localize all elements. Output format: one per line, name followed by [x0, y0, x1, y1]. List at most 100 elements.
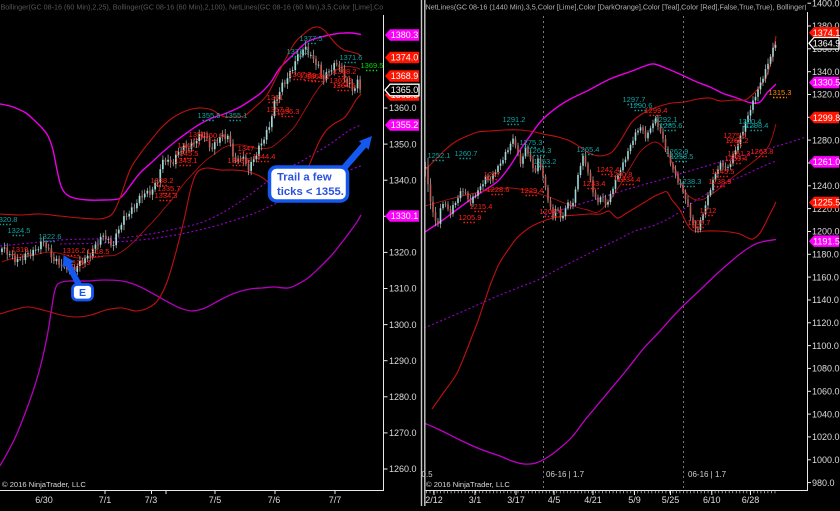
svg-text:1368.9: 1368.9 — [391, 71, 419, 81]
svg-text:6/28: 6/28 — [742, 495, 760, 505]
svg-text:6/30: 6/30 — [35, 495, 53, 505]
svg-text:7/7: 7/7 — [329, 495, 342, 505]
svg-text:5/9: 5/9 — [628, 495, 641, 505]
svg-text:1377.5: 1377.5 — [300, 34, 323, 43]
svg-text:1320.0: 1320.0 — [389, 248, 417, 258]
svg-text:7/6: 7/6 — [268, 495, 281, 505]
svg-text:3/1: 3/1 — [469, 495, 482, 505]
svg-text:1340.0: 1340.0 — [812, 67, 840, 77]
svg-text:1080.0: 1080.0 — [812, 364, 840, 374]
svg-text:1364.6: 1364.6 — [333, 81, 356, 90]
svg-text:1245.5: 1245.5 — [712, 167, 735, 176]
svg-text:1266.2: 1266.2 — [726, 136, 749, 145]
svg-text:1238.9: 1238.9 — [709, 177, 732, 186]
svg-text:1364.9: 1364.9 — [813, 38, 840, 48]
svg-text:06-16 | 1.7: 06-16 | 1.7 — [688, 470, 727, 479]
svg-text:1365.0: 1365.0 — [391, 85, 419, 95]
svg-text:1299.8: 1299.8 — [813, 113, 840, 123]
svg-text:1334.3: 1334.3 — [155, 191, 178, 200]
svg-text:1320.8: 1320.8 — [0, 215, 17, 224]
svg-text:7/1: 7/1 — [99, 495, 112, 505]
svg-text:1355.1: 1355.1 — [225, 111, 248, 120]
svg-text:1205.9: 1205.9 — [459, 213, 482, 222]
svg-text:1310.0: 1310.0 — [389, 284, 417, 294]
svg-text:1270.0: 1270.0 — [389, 428, 417, 438]
svg-text:06-16 | 1.7: 06-16 | 1.7 — [546, 470, 585, 479]
svg-text:7/3: 7/3 — [145, 495, 158, 505]
svg-text:1316.2: 1316.2 — [63, 246, 86, 255]
svg-text:6/10: 6/10 — [703, 495, 721, 505]
svg-text:1263.8: 1263.8 — [751, 147, 774, 156]
svg-text:1343.1: 1343.1 — [175, 156, 198, 165]
svg-text:1380.3: 1380.3 — [391, 30, 419, 40]
svg-text:1140.0: 1140.0 — [812, 295, 839, 305]
svg-text:1225.5: 1225.5 — [813, 198, 840, 208]
svg-text:1238.3: 1238.3 — [679, 177, 702, 186]
svg-text:1324.5: 1324.5 — [8, 226, 31, 235]
svg-text:1000.0: 1000.0 — [812, 455, 840, 465]
svg-text:1060.0: 1060.0 — [812, 387, 840, 397]
svg-text:1350.3: 1350.3 — [201, 131, 224, 140]
svg-text:1229.4: 1229.4 — [521, 186, 544, 195]
svg-text:1320.0: 1320.0 — [812, 90, 840, 100]
svg-text:1374.0: 1374.0 — [391, 53, 419, 63]
svg-text:NetLines(GC 08-16 (1440 Min),3: NetLines(GC 08-16 (1440 Min),3,5,Color [… — [426, 3, 840, 12]
svg-text:1344.4: 1344.4 — [253, 152, 276, 161]
svg-text:1374.1: 1374.1 — [813, 28, 840, 38]
svg-text:1180.0: 1180.0 — [812, 250, 839, 260]
svg-text:© 2016 NinjaTrader, LLC: © 2016 NinjaTrader, LLC — [426, 480, 510, 489]
svg-text:980.0: 980.0 — [812, 478, 835, 488]
svg-text:1371.6: 1371.6 — [340, 53, 363, 62]
svg-text:1361: 1361 — [267, 93, 284, 102]
svg-text:1234.4: 1234.4 — [618, 175, 641, 184]
svg-text:1228.6: 1228.6 — [487, 185, 510, 194]
svg-text:1215.4: 1215.4 — [470, 202, 493, 211]
svg-text:1355.2: 1355.2 — [391, 120, 419, 130]
svg-text:1209.4: 1209.4 — [540, 207, 563, 216]
svg-text:1261.0: 1261.0 — [813, 157, 840, 167]
svg-text:1355.5: 1355.5 — [198, 111, 221, 120]
svg-text:4/5: 4/5 — [548, 495, 561, 505]
svg-text:1315.3: 1315.3 — [769, 88, 792, 97]
svg-text:1120.0: 1120.0 — [812, 318, 839, 328]
svg-text:3/17: 3/17 — [507, 495, 525, 505]
svg-text:1330.1: 1330.1 — [391, 211, 419, 221]
svg-text:1252.1: 1252.1 — [428, 151, 451, 160]
svg-text:1264.3: 1264.3 — [529, 146, 552, 155]
svg-text:1260.7: 1260.7 — [455, 149, 478, 158]
svg-text:1100.0: 1100.0 — [812, 341, 839, 351]
svg-text:E: E — [79, 287, 86, 299]
svg-text:1265.4: 1265.4 — [577, 145, 600, 154]
svg-text:1290.0: 1290.0 — [389, 356, 417, 366]
svg-text:1160.0: 1160.0 — [812, 272, 839, 282]
svg-text:1371.3: 1371.3 — [287, 47, 310, 56]
svg-text:5/25: 5/25 — [662, 495, 680, 505]
svg-text:1300.0: 1300.0 — [389, 320, 417, 330]
svg-text:1318.5: 1318.5 — [87, 247, 110, 256]
svg-text:2/12: 2/12 — [425, 495, 443, 505]
svg-text:1299.4: 1299.4 — [645, 106, 668, 115]
svg-text:1340.0: 1340.0 — [389, 175, 417, 185]
svg-text:1368.1: 1368.1 — [307, 72, 330, 81]
svg-text:1259.4: 1259.4 — [725, 154, 748, 163]
svg-text:1212: 1212 — [700, 206, 717, 215]
svg-text:1200.0: 1200.0 — [812, 227, 840, 237]
svg-text:1330.5: 1330.5 — [813, 78, 840, 88]
svg-text:1322.6: 1322.6 — [39, 232, 62, 241]
svg-text:1343.6: 1343.6 — [228, 156, 251, 165]
svg-text:0.5: 0.5 — [422, 470, 434, 479]
svg-text:1356.3: 1356.3 — [277, 107, 300, 116]
svg-text:1240.0: 1240.0 — [812, 181, 840, 191]
svg-text:1285.6: 1285.6 — [660, 121, 683, 130]
svg-text:1191.5: 1191.5 — [813, 236, 840, 246]
svg-text:© 2016 NinjaTrader, LLC: © 2016 NinjaTrader, LLC — [2, 480, 86, 489]
svg-text:1233.4: 1233.4 — [583, 179, 606, 188]
svg-text:1258.5: 1258.5 — [671, 152, 694, 161]
svg-text:1040.0: 1040.0 — [812, 409, 840, 419]
svg-text:1200.7: 1200.7 — [688, 218, 711, 227]
svg-text:1280.0: 1280.0 — [812, 135, 840, 145]
svg-text:1350.0: 1350.0 — [389, 139, 417, 149]
svg-text:1260.0: 1260.0 — [389, 464, 417, 474]
svg-text:1360.0: 1360.0 — [389, 103, 417, 113]
svg-text:1319: 1319 — [12, 245, 29, 254]
